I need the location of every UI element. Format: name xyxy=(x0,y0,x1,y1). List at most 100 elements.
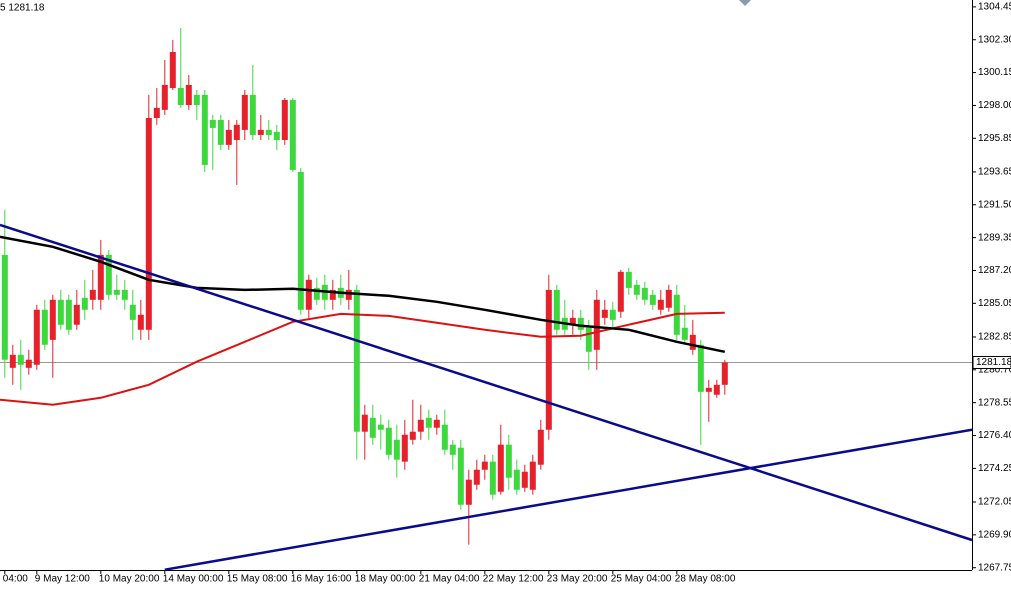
candle-body xyxy=(201,94,208,165)
candle-body xyxy=(369,417,376,438)
candle-body xyxy=(177,88,184,105)
candle-body xyxy=(353,289,360,432)
candle-body xyxy=(441,424,448,450)
candle-body xyxy=(65,299,72,330)
candle-body xyxy=(273,131,280,140)
x-tick-label: 9 May 12:00 xyxy=(35,574,90,585)
candle-body xyxy=(153,107,160,118)
candle-body xyxy=(713,384,720,395)
y-tick-label: 1295.85 xyxy=(978,133,1011,144)
candle-body xyxy=(345,289,352,300)
candle-body xyxy=(81,297,88,310)
candle-body xyxy=(425,417,432,428)
candle-body xyxy=(585,327,592,352)
candle-body xyxy=(601,309,608,318)
y-tick-label: 1293.65 xyxy=(978,167,1011,178)
candle-body xyxy=(577,317,584,330)
overlay-line xyxy=(164,428,972,570)
candle-body xyxy=(121,289,128,300)
candle-body xyxy=(25,359,32,368)
candle-body xyxy=(225,129,232,145)
candle-body xyxy=(281,99,288,140)
y-tick-label: 1291.50 xyxy=(978,199,1011,210)
candle-body xyxy=(1,254,8,360)
candle-body xyxy=(89,289,96,300)
overlay-line xyxy=(0,223,972,542)
candle-body xyxy=(137,314,144,330)
candle-body xyxy=(217,119,224,145)
y-tick-label: 1282.85 xyxy=(978,332,1011,343)
candle-body xyxy=(529,461,536,490)
candle-body xyxy=(377,424,384,430)
candle-body xyxy=(129,304,136,320)
candle-body xyxy=(113,289,120,295)
candle-body xyxy=(545,289,552,430)
y-tick-label: 1278.55 xyxy=(978,397,1011,408)
y-tick-label: 1287.20 xyxy=(978,265,1011,276)
candle-body xyxy=(473,469,480,485)
x-tick-label: 22 May 12:00 xyxy=(483,574,544,585)
candle-body xyxy=(185,84,192,105)
candle-body xyxy=(657,299,664,310)
candle-body xyxy=(697,344,704,392)
candle-body xyxy=(265,129,272,135)
y-tick-label: 1289.35 xyxy=(978,232,1011,243)
candle-body xyxy=(433,419,440,428)
info-text: 5 1281.18 xyxy=(0,3,45,14)
candle-body xyxy=(169,51,176,89)
x-tick-label: 28 May 08:00 xyxy=(675,574,736,585)
candle-body xyxy=(9,354,16,368)
candle-body xyxy=(497,444,504,492)
candle-body xyxy=(305,279,312,310)
candle-body xyxy=(481,461,488,470)
candle-body xyxy=(409,431,416,440)
candle-body xyxy=(513,469,520,490)
scroll-marker xyxy=(739,0,751,6)
candle-body xyxy=(537,429,544,465)
candle-body xyxy=(617,271,624,312)
candle-body xyxy=(73,304,80,325)
candle-body xyxy=(521,471,528,488)
candle-body xyxy=(633,284,640,295)
y-tick-label: 1267.75 xyxy=(978,562,1011,573)
candle-body xyxy=(57,299,64,325)
y-tick-label: 1274.25 xyxy=(978,463,1011,474)
x-tick-label: 18 May 00:00 xyxy=(355,574,416,585)
candle-body xyxy=(457,447,464,505)
candle-body xyxy=(257,129,264,135)
candle-body xyxy=(361,414,368,432)
overlay-line xyxy=(0,235,726,354)
candle-body xyxy=(569,317,576,325)
candle-body xyxy=(209,119,216,128)
candle-body xyxy=(625,271,632,288)
y-tick-label: 1300.15 xyxy=(978,67,1011,78)
candle-body xyxy=(41,309,48,345)
candle-body xyxy=(665,289,672,308)
plot-area xyxy=(0,27,972,570)
x-tick-label: 10 May 20:00 xyxy=(99,574,160,585)
candle-body xyxy=(553,289,560,330)
y-tick-label: 1302.30 xyxy=(978,34,1011,45)
current-price-label: 1281.18 xyxy=(976,357,1011,368)
candle-body xyxy=(161,84,168,110)
candle-body xyxy=(241,94,248,130)
candle-body xyxy=(465,479,472,505)
y-tick-label: 1269.90 xyxy=(978,529,1011,540)
candle-body xyxy=(489,461,496,495)
candle-body xyxy=(145,117,152,330)
x-tick-label: 21 May 04:00 xyxy=(419,574,480,585)
x-tick-label: 25 May 04:00 xyxy=(611,574,672,585)
current-price-box xyxy=(972,355,1011,369)
candle-body xyxy=(689,334,696,350)
candle-body xyxy=(97,254,104,300)
candle-body xyxy=(289,99,296,170)
y-tick-label: 1280.70 xyxy=(978,364,1011,375)
x-tick-label: 23 May 20:00 xyxy=(547,574,608,585)
candle-body xyxy=(641,287,648,300)
y-tick-label: 1276.40 xyxy=(978,430,1011,441)
candle-body xyxy=(17,354,24,365)
y-tick-label: 1285.05 xyxy=(978,298,1011,309)
